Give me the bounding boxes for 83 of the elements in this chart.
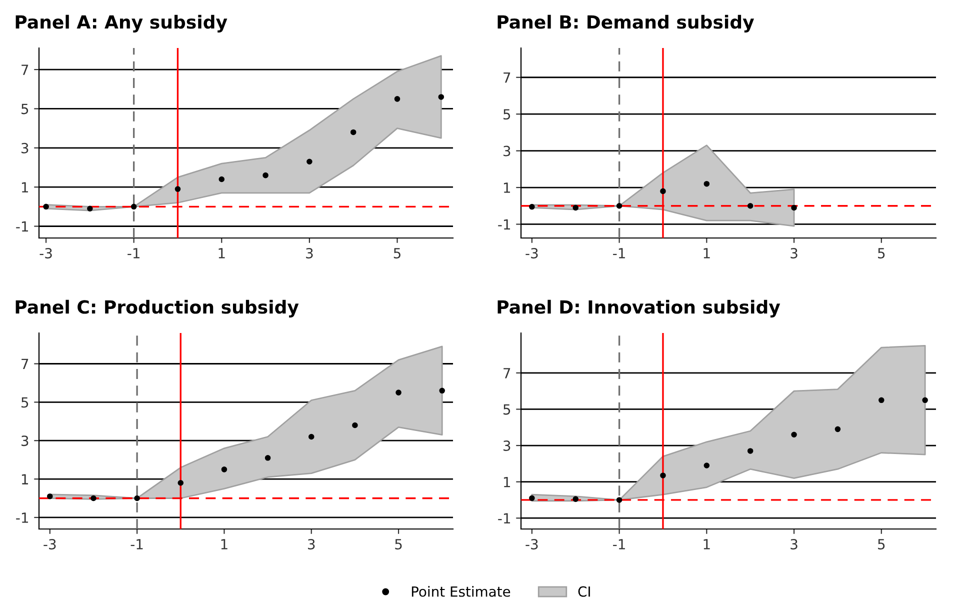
- point: [704, 180, 710, 187]
- point: [878, 397, 884, 404]
- point: [529, 204, 535, 210]
- y-tick-label: 7: [504, 368, 510, 378]
- y-tick-label: 7: [22, 358, 28, 370]
- point: [922, 397, 928, 404]
- y-tick-label: 1: [22, 474, 28, 484]
- y-tick-label: 3: [504, 146, 510, 156]
- point: [704, 462, 710, 468]
- x-tick-label: -3: [526, 538, 538, 550]
- point: [747, 448, 754, 454]
- chart-title: Panel D: Innovation subsidy: [498, 300, 780, 318]
- point: [43, 204, 49, 210]
- point: [47, 493, 53, 500]
- y-tick-label: 1: [504, 182, 510, 193]
- point: [394, 96, 400, 102]
- y-tick-label: 1: [504, 476, 510, 488]
- y-tick-label: 5: [22, 104, 28, 114]
- x-tick-label: 5: [878, 539, 885, 550]
- point: [834, 426, 841, 432]
- y-tick-label: 5: [504, 109, 510, 120]
- x-tick-label: -3: [40, 248, 52, 258]
- point: [529, 495, 535, 502]
- point: [134, 495, 140, 502]
- point: [439, 388, 445, 394]
- chart-title: Panel C: Production subsidy: [16, 300, 299, 318]
- y-tick-label: 1: [22, 182, 28, 192]
- point: [660, 188, 666, 194]
- point: [90, 495, 96, 502]
- chart-title: Panel B: Demand subsidy: [498, 14, 754, 32]
- x-tick-label: -1: [130, 539, 143, 550]
- point: [747, 202, 754, 209]
- point: [352, 422, 358, 428]
- point: [262, 172, 268, 178]
- legend-label: Point Estimate: [412, 586, 510, 597]
- point: [660, 472, 666, 478]
- x-tick-label: -1: [613, 248, 625, 258]
- point: [791, 204, 797, 211]
- x-tick-label: -1: [128, 248, 140, 258]
- y-tick-label: -1: [16, 221, 28, 232]
- point: [130, 204, 137, 210]
- x-tick-label: 5: [878, 248, 885, 258]
- x-tick-label: 1: [218, 248, 225, 258]
- y-tick-label: -1: [16, 512, 28, 523]
- y-tick-label: 7: [504, 72, 510, 83]
- x-tick-label: -3: [44, 538, 56, 550]
- point: [572, 496, 578, 502]
- point: [438, 94, 444, 100]
- x-tick-label: 5: [395, 539, 402, 550]
- x-tick-label: 3: [790, 248, 798, 258]
- y-tick-label: 3: [22, 436, 28, 446]
- y-tick-label: -1: [498, 219, 510, 230]
- x-tick-label: 1: [704, 539, 710, 550]
- point: [264, 455, 271, 461]
- chart-title: Panel A: Any subsidy: [16, 14, 228, 32]
- x-tick-label: -3: [526, 248, 538, 258]
- x-tick-label: -1: [613, 539, 625, 550]
- y-tick-label: 7: [22, 64, 28, 75]
- point: [350, 129, 356, 136]
- point: [174, 186, 181, 192]
- y-tick-label: 3: [504, 440, 510, 451]
- y-tick-label: 5: [504, 404, 510, 415]
- y-tick-label: 3: [22, 142, 28, 154]
- point: [572, 204, 578, 211]
- text: CI: [578, 586, 590, 597]
- x-tick-label: 5: [394, 248, 400, 258]
- y-tick-label: 5: [22, 397, 28, 408]
- x-tick-label: 1: [221, 539, 228, 550]
- point: [396, 390, 402, 396]
- point: [308, 434, 314, 440]
- point: [791, 432, 797, 438]
- x-tick-label: 3: [308, 538, 315, 550]
- point: [218, 176, 225, 182]
- x-tick-label: 1: [704, 248, 710, 258]
- point: [178, 480, 184, 486]
- x-tick-label: 3: [790, 538, 798, 550]
- point: [616, 497, 622, 503]
- point: [221, 466, 228, 472]
- point: [616, 202, 622, 209]
- point: [87, 206, 93, 212]
- y-tick-label: -1: [498, 513, 510, 524]
- x-tick-label: 3: [306, 248, 313, 258]
- point: [306, 158, 312, 164]
